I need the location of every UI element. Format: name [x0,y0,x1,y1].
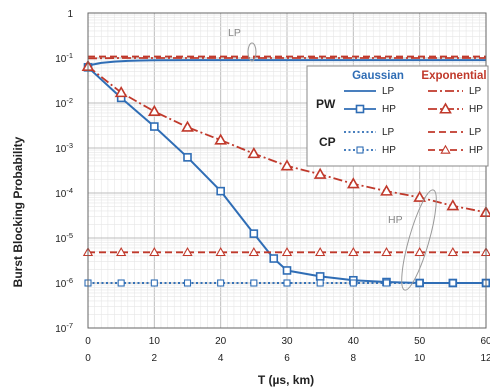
point-cp_gauss_hp [250,279,258,287]
y-tick-label: 10-5 [55,231,73,245]
y-tick-label: 10-3 [55,141,73,155]
point-cp_exp_hp [281,247,293,257]
legend-group-cp: CP [319,135,336,149]
point-cp_gauss_hp [349,279,357,287]
axes: 1 10-1 10-2 10-3 10-4 10-5 10-6 10-7 0 0 10 2 20 4 30 6… [55,9,490,364]
point-cp_gauss_hp [217,279,225,287]
x-tick-label-secondary: 8 [351,353,357,364]
point-pw_exp_hp [346,177,360,189]
lp-annotation-label: LP [228,27,241,39]
point-cp_gauss_hp [117,279,125,287]
legend-box [306,65,489,167]
y-tick-label: 1 [67,9,73,20]
point-pw_exp_hp [147,104,161,116]
point-cp_gauss_hp [150,279,158,287]
point-cp_exp_hp [116,247,127,257]
y-tick-label: 10-1 [55,51,73,65]
x-tick-label-secondary: 2 [152,353,158,364]
point-cp_exp_hp [215,247,226,257]
x-tick-label-secondary: 0 [85,353,91,364]
y-tick-label: 10-4 [55,186,73,200]
point-pw_exp_hp [380,184,393,196]
y-tick-label: 10-7 [55,321,73,335]
series-line-pw_gauss_lp [87,59,486,67]
point-pw_gauss_hp [282,266,292,275]
x-tick-label-secondary: 12 [480,353,490,364]
point-pw_exp_hp [413,190,427,202]
point-cp_exp_hp [182,247,193,257]
series-line-pw_gauss_hp [87,66,486,284]
legend-pw-gauss-hp: HP [382,104,396,115]
point-cp_gauss_hp [382,279,391,287]
point-pw_gauss_hp [269,254,279,263]
x-tick-label-primary: 40 [348,336,360,347]
legend-marker-cp_gauss_hp [356,146,364,154]
x-tick-label-primary: 50 [414,336,426,347]
x-tick-label-secondary: 6 [284,353,290,364]
legend-col-gaussian: Gaussian [352,70,404,82]
point-cp_gauss_hp [183,279,192,287]
y-tick-label: 10-6 [55,276,73,290]
point-pw_gauss_hp [249,229,259,238]
legend-cp-gauss-lp: LP [382,127,395,138]
x-tick-label-primary: 30 [281,336,293,347]
point-pw_exp_hp [313,167,327,179]
point-pw_exp_hp [214,133,228,145]
point-cp_exp_hp [348,247,359,257]
plot-frame [87,12,487,329]
lp-annotation-ellipse [247,42,257,62]
x-tick-label-secondary: 4 [218,353,224,364]
point-pw_gauss_hp [216,186,225,196]
legend-cp-exp-lp: LP [469,127,482,138]
x-tick-label-primary: 10 [149,336,161,347]
point-pw_gauss_hp [315,272,325,281]
point-pw_gauss_hp [183,153,192,162]
x-tick-label-secondary: 10 [414,353,426,364]
point-pw_exp_hp [446,199,460,211]
point-cp_gauss_hp [283,279,291,287]
x-tick-label-primary: 20 [215,336,227,347]
legend-pw-exp-hp: HP [469,104,483,115]
point-cp_gauss_hp [316,279,324,287]
point-cp_exp_hp [414,247,425,257]
hp-annotation-label: HP [388,214,403,226]
point-pw_exp_hp [247,147,261,159]
y-axis-title: Burst Blocking Probability [11,136,25,287]
x-tick-label-primary: 60 [480,336,490,347]
x-tick-label-primary: 0 [85,336,91,347]
point-cp_gauss_hp [449,279,457,287]
point-pw_exp_hp [280,159,294,171]
point-cp_exp_hp [447,247,458,257]
legend-marker-pw_gauss_hp [355,104,365,114]
legend: Gaussian Exponential PW CP LP HP LP HP L… [306,65,489,167]
y-tick-label: 10-2 [55,96,73,110]
x-axis-title: T (µs, km) [258,373,314,387]
point-cp_exp_hp [248,247,259,257]
point-pw_exp_hp [181,120,194,132]
legend-pw-gauss-lp: LP [382,86,395,97]
point-cp_exp_hp [315,247,326,257]
point-pw_gauss_hp [150,122,159,131]
legend-col-exponential: Exponential [421,70,486,82]
legend-marker-cp_exp_hp [440,144,451,154]
point-cp_gauss_hp [416,279,424,287]
point-cp_exp_hp [149,247,160,257]
hp-annotation-ellipse [401,189,437,291]
legend-marker-pw_exp_hp [439,102,452,114]
legend-cp-gauss-hp: HP [382,145,396,156]
legend-samples [344,90,463,154]
legend-pw-exp-lp: LP [469,86,482,97]
legend-group-pw: PW [316,97,336,111]
series-layer [81,55,490,288]
point-cp_exp_hp [381,247,392,257]
point-pw_exp_hp [114,86,128,98]
legend-cp-exp-hp: HP [469,145,483,156]
